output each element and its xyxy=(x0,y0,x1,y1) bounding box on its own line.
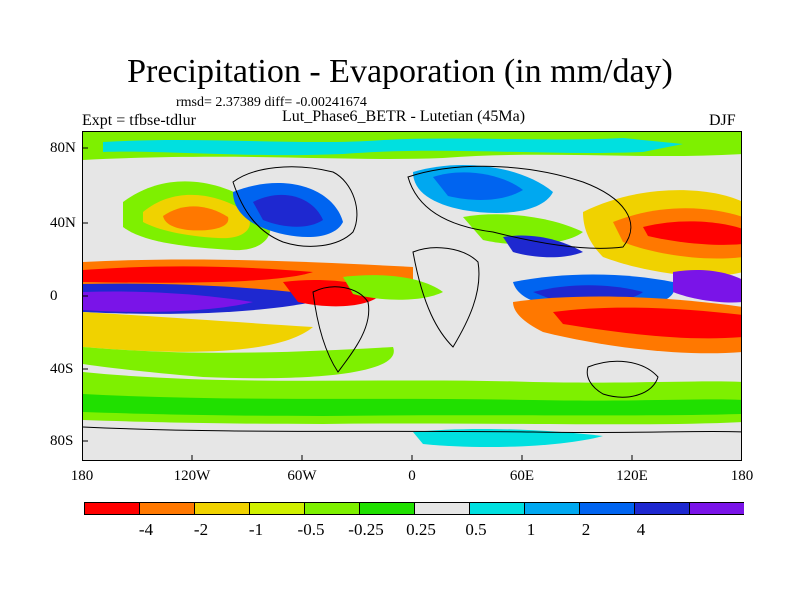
lat-label: 0 xyxy=(50,288,58,304)
colorbar-label: -1 xyxy=(248,520,264,539)
map-field xyxy=(83,132,741,460)
colorbar-swatch xyxy=(194,502,250,515)
colorbar-swatch xyxy=(524,502,580,515)
lat-label: 80N xyxy=(50,140,76,156)
lat-label: 40S xyxy=(50,361,74,377)
lon-label: 120E xyxy=(616,468,648,484)
lon-label: 180 xyxy=(70,468,94,484)
experiment-label: Expt = tfbse-tdlur xyxy=(82,112,196,129)
colorbar-label: 2 xyxy=(581,520,591,539)
field-ssub-dry xyxy=(83,312,313,352)
colorbar-label: 0.25 xyxy=(406,520,436,539)
field-africa-itcz xyxy=(343,275,443,300)
lon-label: 0 xyxy=(408,468,416,484)
season-label: DJF xyxy=(709,112,736,129)
lon-label: 180 xyxy=(730,468,754,484)
colorbar-label: -4 xyxy=(138,520,154,539)
colorbar-label: 0.5 xyxy=(465,520,487,539)
colorbar-swatch xyxy=(304,502,360,515)
colorbar xyxy=(84,502,744,515)
colorbar-swatch xyxy=(469,502,525,515)
coast-antarctica xyxy=(83,426,741,434)
coast-africa xyxy=(412,247,480,348)
colorbar-swatch xyxy=(414,502,470,515)
field-nwpac-core xyxy=(643,221,741,245)
field-arctic-moist xyxy=(103,138,683,156)
lon-label: 120W xyxy=(173,468,211,484)
field-ssub-green xyxy=(83,347,394,379)
colorbar-swatch xyxy=(139,502,195,515)
field-tethys-wet xyxy=(503,235,583,258)
colorbar-label: -2 xyxy=(193,520,209,539)
colorbar-label: -0.25 xyxy=(348,520,384,539)
lon-label: 60E xyxy=(509,468,535,484)
field-pacific-wet-core xyxy=(83,291,253,312)
lon-label: 60W xyxy=(287,468,317,484)
field-southern-ocean-core xyxy=(83,394,741,416)
field-na-wet-core xyxy=(253,194,323,227)
field-itcz-pacific-dry-core xyxy=(83,266,313,283)
lat-label: 40N xyxy=(50,215,76,231)
colorbar-swatch xyxy=(359,502,415,515)
field-wpac-wet-core xyxy=(673,270,741,303)
coast-north-america xyxy=(232,166,358,247)
field-spac-dry-core xyxy=(553,307,741,339)
field-npac-storm-core xyxy=(163,206,229,231)
rmsd-diff-stats: rmsd= 2.37389 diff= -0.00241674 xyxy=(176,95,367,110)
colorbar-swatch xyxy=(579,502,635,515)
chart-title: Precipitation - Evaporation (in mm/day) xyxy=(127,53,673,90)
colorbar-swatch xyxy=(249,502,305,515)
field-tethys xyxy=(463,214,583,245)
colorbar-swatch xyxy=(689,502,744,515)
colorbar-swatch xyxy=(634,502,690,515)
lat-label: 80S xyxy=(50,433,74,449)
coast-south-america xyxy=(312,286,370,373)
coast-australia xyxy=(586,360,659,398)
colorbar-label: 1 xyxy=(526,520,536,539)
coast-eurasia xyxy=(407,165,632,249)
field-antarctica-edge xyxy=(413,428,603,448)
pe-map xyxy=(82,131,742,461)
map-subtitle: Lut_Phase6_BETR - Lutetian (45Ma) xyxy=(282,108,526,125)
colorbar-label: 4 xyxy=(636,520,646,539)
field-eurasia-wet-core xyxy=(433,172,523,200)
colorbar-swatch xyxy=(84,502,140,515)
colorbar-label: -0.5 xyxy=(297,520,325,539)
